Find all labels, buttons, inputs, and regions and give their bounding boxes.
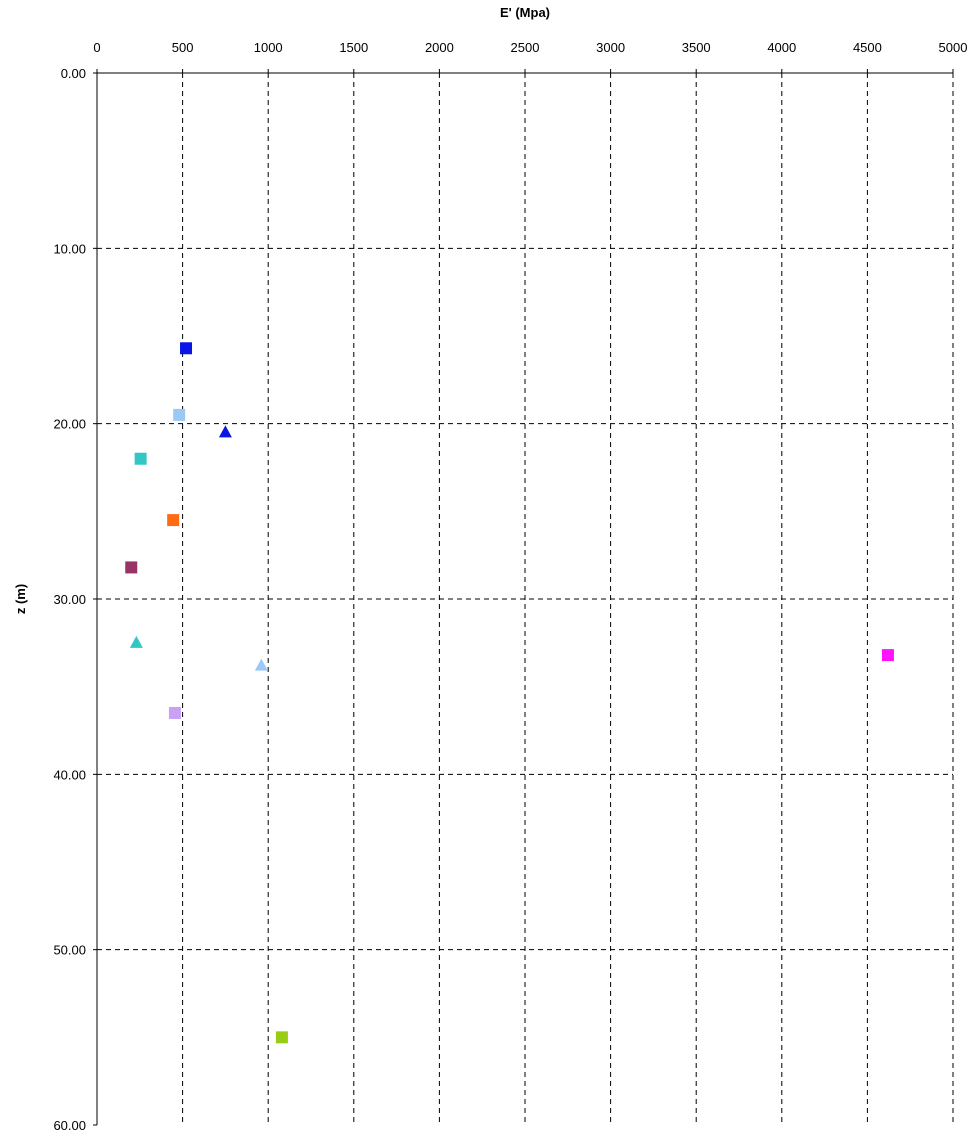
data-point-square [125, 561, 138, 574]
data-point-triangle [218, 425, 232, 438]
x-tick-label: 0 [93, 40, 100, 55]
x-tick-label: 2000 [425, 40, 454, 55]
data-point-square [168, 706, 181, 719]
data-point-square [173, 408, 186, 421]
data-point-square [180, 342, 193, 355]
y-tick-label: 0.00 [61, 66, 86, 81]
data-point-square [167, 514, 180, 527]
x-tick-label: 3500 [682, 40, 711, 55]
x-tick-label: 500 [172, 40, 194, 55]
data-point-square [134, 452, 147, 465]
data-point-triangle [254, 658, 268, 671]
y-tick-label: 50.00 [53, 943, 86, 958]
data-point-square [275, 1031, 288, 1044]
x-tick-label: 2500 [511, 40, 540, 55]
x-axis-title: E' (Mpa) [500, 5, 550, 20]
x-tick-label: 5000 [939, 40, 968, 55]
y-tick-label: 20.00 [53, 417, 86, 432]
y-tick-label: 40.00 [53, 767, 86, 782]
x-tick-label: 3000 [596, 40, 625, 55]
y-tick-label: 60.00 [53, 1118, 86, 1133]
x-tick-label: 1500 [339, 40, 368, 55]
grid-lines [97, 73, 954, 1125]
data-points [125, 342, 894, 1044]
y-tick-labels: 0.00 10.00 20.00 30.00 40.00 50.00 60.00 [53, 66, 97, 1133]
y-tick-label: 10.00 [53, 241, 86, 256]
y-axis-title: z (m) [13, 584, 28, 614]
x-tick-labels: 0 500 1000 1500 2000 2500 3000 3500 4000 4500 5000 [93, 40, 967, 73]
x-tick-label: 1000 [254, 40, 283, 55]
data-point-square [881, 649, 894, 662]
x-tick-label: 4000 [767, 40, 796, 55]
data-point-triangle [129, 635, 143, 648]
y-tick-label: 30.00 [53, 592, 86, 607]
x-tick-label: 4500 [853, 40, 882, 55]
